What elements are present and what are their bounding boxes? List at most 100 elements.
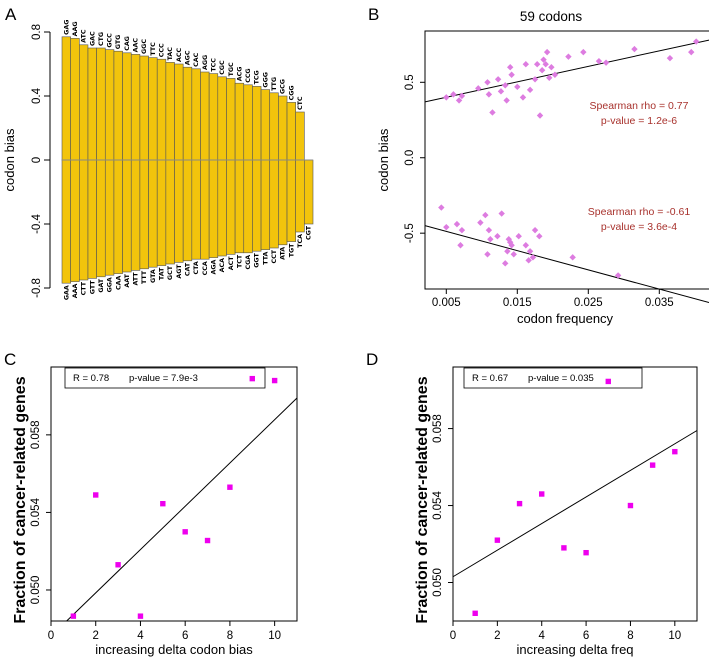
data-point-negative [508, 242, 515, 249]
data-point-negative [453, 220, 461, 228]
fit-line [452, 430, 698, 578]
data-point-positive [580, 48, 587, 56]
data-point-negative [614, 272, 622, 279]
data-point-positive [484, 79, 491, 86]
x-tick-label: 0.015 [503, 297, 532, 309]
bar-negative [217, 159, 227, 257]
codon-label: GAG [63, 20, 70, 35]
codon-label: CTG [98, 32, 105, 46]
data-point [271, 377, 278, 384]
bar-negative [165, 159, 175, 265]
y-tick-label: 0.5 [404, 74, 416, 90]
bar-positive [130, 54, 141, 161]
codon-label: AAT [124, 273, 131, 287]
panel-letter-c: C [4, 350, 16, 369]
bar-positive [165, 62, 175, 161]
data-point-positive [475, 85, 482, 92]
codon-label: CGG [288, 85, 295, 100]
codon-label: GTG [115, 35, 122, 50]
data-point-positive [538, 67, 546, 74]
bar-positive [87, 47, 97, 161]
y-axis-label: Fraction of cancer-related genes [12, 376, 29, 623]
bar-positive [260, 89, 271, 161]
x-tick-label: 2 [93, 630, 99, 642]
y-axis-label: codon bias [2, 128, 17, 191]
bar-positive [79, 44, 89, 161]
fit-line [424, 225, 709, 304]
data-point-positive [688, 48, 695, 56]
data-point-positive [519, 94, 527, 101]
data-point [583, 549, 589, 556]
bar-negative [87, 159, 97, 279]
data-point-positive [455, 97, 463, 104]
data-point-positive [631, 45, 638, 53]
codon-label: GAC [89, 31, 96, 46]
codon-label: GTT [89, 280, 96, 294]
data-point-negative [510, 251, 517, 258]
panel-c-scatter-chart: R = 0.78 p-value = 7.9e-3 0 2 4 6 8 10 0.050 0.05… [12, 366, 298, 657]
plot-frame [452, 366, 698, 622]
data-point-negative [477, 219, 484, 226]
bar-negative [122, 159, 132, 273]
data-point-negative [438, 204, 445, 211]
codon-label: GGT [254, 253, 261, 268]
data-point [115, 562, 121, 568]
bar-negative [226, 159, 236, 255]
data-point [605, 378, 611, 385]
data-point-positive [542, 60, 549, 68]
data-point-positive [443, 94, 450, 101]
y-tick-label: 0 [31, 157, 43, 163]
bar-positive [148, 57, 158, 161]
y-tick-label: -0.8 [31, 278, 43, 298]
codon-label: TGC [228, 62, 235, 76]
x-tick-label: 6 [182, 630, 188, 642]
bar-positive [208, 73, 219, 161]
codon-label: AAC [133, 38, 140, 53]
data-point [204, 537, 211, 544]
data-point-positive [548, 64, 555, 71]
x-tick-label: 8 [627, 630, 633, 642]
stat-annotation: Spearman rho = -0.61 [588, 206, 691, 218]
bar-positive [200, 71, 210, 161]
codon-label: CTT [81, 281, 88, 295]
data-point [182, 529, 188, 535]
codon-label: GCT [167, 265, 174, 280]
bar-negative [104, 159, 115, 276]
codon-label: GCG [280, 79, 287, 94]
data-point-negative [498, 210, 505, 217]
x-tick-label: 0.005 [432, 297, 461, 309]
codon-label: ACC [176, 48, 183, 62]
bar-positive [217, 76, 227, 161]
x-tick-label: 0.025 [574, 297, 603, 309]
data-point-negative [515, 232, 522, 240]
bar-negative [304, 159, 314, 225]
legend-p: p-value = 7.9e-3 [129, 373, 198, 384]
x-axis-label: increasing delta freq [516, 642, 633, 657]
data-point-positive [565, 53, 572, 60]
data-point [494, 537, 501, 543]
panel-b-scatter-chart: 59 codons 0.005 0.015 0.025 0.035 -0.5 0.0 0.5 c… [376, 9, 709, 326]
bar-negative [208, 159, 219, 258]
bar-positive [278, 95, 288, 161]
codon-label: GTA [150, 269, 157, 283]
legend-r: R = 0.78 [73, 373, 109, 384]
bar-positive [70, 38, 80, 161]
codon-label: TCC [210, 58, 217, 72]
data-point [249, 375, 255, 382]
bar-negative [278, 159, 288, 246]
plot-frame [424, 30, 709, 290]
codon-label: CGA [245, 255, 252, 270]
data-point [93, 492, 99, 498]
data-point-positive [536, 112, 544, 119]
codon-label: CCC [159, 43, 166, 57]
bar-negative [113, 159, 123, 274]
x-tick-label: 0 [48, 630, 54, 642]
codon-label: GGA [107, 277, 114, 292]
codon-label: AGG [202, 55, 209, 70]
data-point-negative [458, 226, 466, 234]
bar-negative [61, 159, 71, 284]
x-tick-label: 2 [494, 630, 500, 642]
codon-label: GAA [63, 285, 70, 300]
data-point [539, 491, 545, 497]
